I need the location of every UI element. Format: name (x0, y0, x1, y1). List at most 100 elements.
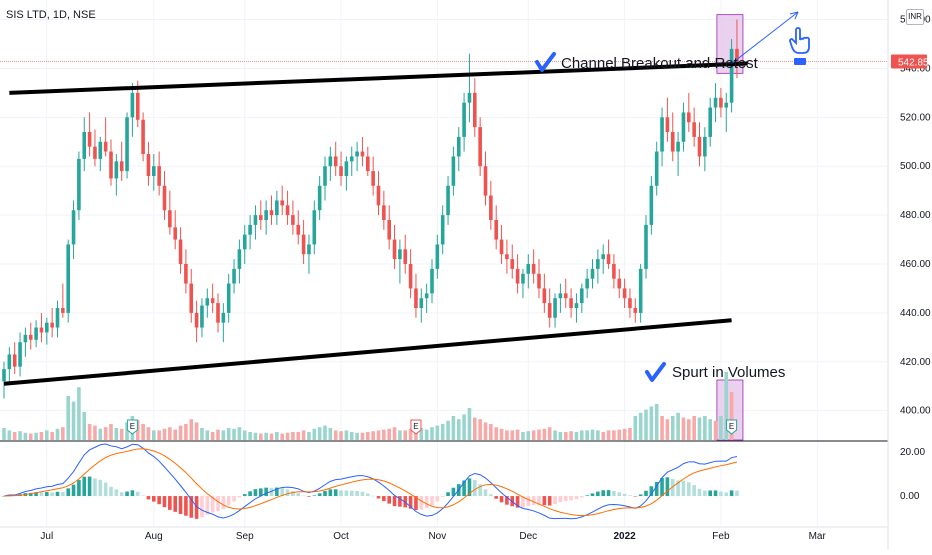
volume-bar (499, 428, 504, 440)
volume-bar (344, 430, 349, 440)
candle-body (537, 273, 541, 289)
volume-bar (553, 430, 557, 440)
volume-bar (478, 419, 482, 440)
volume-bar (291, 432, 295, 440)
volume-bar (237, 427, 242, 440)
candle-body (366, 156, 370, 172)
macd-histogram-bar (210, 496, 215, 513)
macd-histogram-bar (125, 491, 129, 497)
macd-histogram-bar (323, 491, 327, 497)
macd-histogram-bar (654, 481, 659, 497)
currency-badge[interactable]: INR (906, 9, 924, 25)
macd-histogram-bar (708, 490, 712, 497)
volume-bar (103, 427, 108, 440)
candle-body (456, 136, 461, 157)
macd-histogram-bar (371, 495, 375, 497)
volume-bar (440, 424, 445, 440)
volume-bar (28, 433, 33, 440)
candle-body (333, 156, 338, 167)
candle-body (275, 200, 279, 216)
volume-bar (18, 431, 22, 440)
volume-bar (232, 428, 236, 440)
macd-histogram-bar (451, 487, 456, 497)
macd-histogram-bar (531, 496, 536, 506)
volume-bar (713, 420, 718, 440)
macd-histogram-bar (644, 490, 648, 497)
macd-histogram-bar (93, 478, 97, 497)
candle-body (317, 185, 322, 211)
volume-bar (537, 429, 541, 440)
volume-bar (349, 432, 354, 440)
macd-histogram-bar (194, 496, 199, 519)
macd-histogram-bar (269, 487, 274, 497)
macd-histogram-bar (703, 490, 707, 497)
candle-body (205, 298, 210, 306)
candle-body (157, 166, 161, 186)
volume-bar (82, 412, 87, 440)
candle-body (168, 210, 172, 228)
candle-body (617, 278, 622, 289)
macd-histogram-bar (376, 496, 381, 499)
macd-histogram-bar (419, 496, 424, 510)
macd-histogram-bar (590, 493, 595, 497)
volume-bar (703, 416, 707, 440)
volume-bar (12, 432, 17, 440)
volume-bar (98, 428, 103, 440)
macd-histogram-bar (687, 482, 691, 497)
macd-histogram-bar (152, 496, 156, 502)
candle-body (697, 136, 702, 157)
time-axis-label: Aug (145, 531, 163, 542)
macd-histogram-bar (494, 496, 498, 499)
time-axis-label: 2022 (613, 531, 636, 542)
candle-body (71, 210, 76, 245)
volume-bar (547, 427, 552, 440)
macd-histogram-bar (435, 496, 440, 502)
macd-histogram-bar (87, 476, 92, 497)
candle-body (424, 293, 429, 299)
macd-histogram-bar (526, 496, 531, 506)
macd-histogram-bar (205, 496, 210, 515)
candle-body (2, 369, 6, 382)
volume-bar (692, 416, 696, 440)
macd-histogram-bar (547, 496, 552, 506)
signal-line (3, 448, 738, 517)
macd-histogram-bar (333, 489, 338, 497)
candle-body (189, 283, 194, 313)
volume-bar (2, 428, 6, 440)
candle-body (494, 220, 498, 240)
volume-bar (585, 430, 589, 440)
volume-bar (55, 428, 60, 440)
macd-histogram-bar (692, 485, 696, 497)
macd-histogram-bar (259, 488, 263, 497)
candle-body (676, 141, 680, 152)
candle-body (130, 92, 135, 118)
macd-tick-label: 20.00 (900, 447, 925, 458)
volume-bar (317, 427, 322, 440)
candle-body (440, 215, 445, 245)
macd-histogram-bar (414, 496, 418, 511)
candle-body (462, 102, 466, 137)
macd-histogram-bar (580, 496, 584, 498)
earnings-marker-icon (726, 419, 738, 435)
candle-body (473, 92, 477, 128)
volume-bar (355, 432, 359, 440)
volume-bar (617, 429, 622, 440)
price-tick-label: 460.00 (900, 259, 931, 270)
volume-bar (467, 408, 472, 440)
macd-histogram-bar (660, 477, 664, 497)
candle-body (419, 298, 424, 308)
candle-body (601, 254, 605, 260)
candle-body (253, 215, 258, 225)
macd-histogram-bar (537, 496, 541, 505)
candle-body (687, 112, 691, 123)
earnings-marker-icon (126, 419, 138, 435)
time-axis-label: Sep (236, 531, 254, 542)
macd-histogram-bar (280, 488, 284, 497)
candle-body (531, 264, 536, 274)
macd-histogram-bar (670, 479, 675, 497)
macd-histogram-bar (697, 488, 702, 497)
volume-bar (574, 432, 579, 440)
volume-bar (189, 419, 194, 440)
candle-body (553, 298, 557, 318)
